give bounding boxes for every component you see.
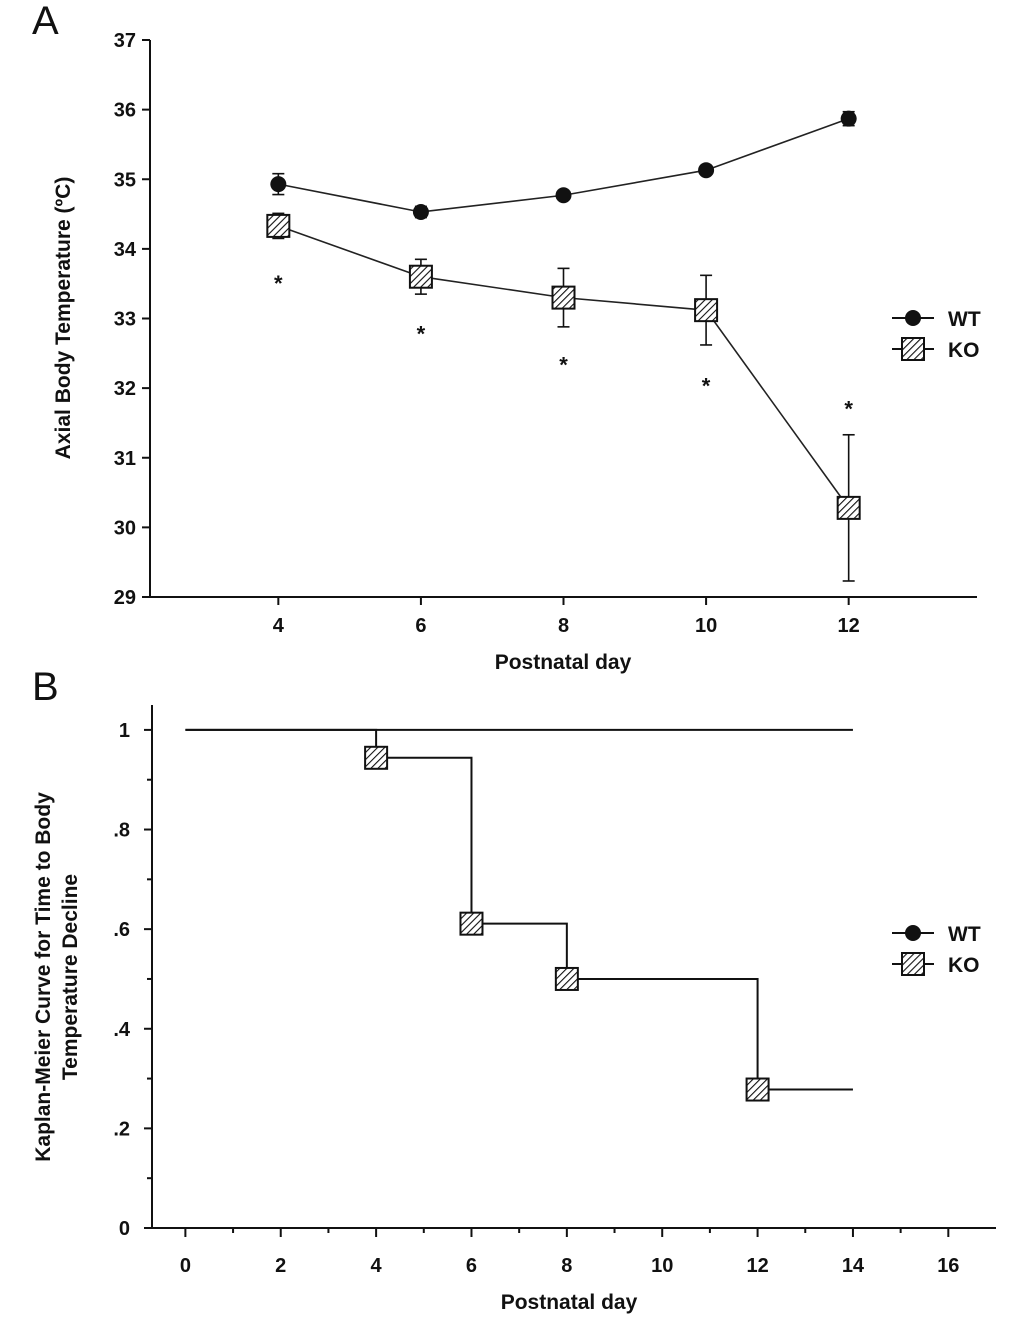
panel-a-y-tick-label: 34 (114, 239, 137, 261)
panel-b: B 0 .2 .4 .6 .8 1 0 2 4 6 8 10 12 14 16 Kaplan-Meier … (32, 665, 996, 1314)
panel-a-y-axis-title: Axial Body Temperature (ºC) (52, 177, 75, 460)
panel-b-legend-ko-label: KO (948, 954, 980, 977)
panel-a-legend: WT KO (892, 308, 981, 362)
panel-a-y-tick-label: 36 (114, 100, 136, 122)
panel-b-y-tick-label: 0 (119, 1218, 130, 1240)
panel-a-point-wt (412, 203, 429, 220)
panel-b-x-tick-label: 16 (937, 1255, 959, 1277)
panel-b-x-tick-label: 8 (561, 1255, 572, 1277)
panel-a-point-wt (698, 162, 715, 179)
panel-a-y-tick-label: 35 (114, 169, 136, 191)
panel-a-y-tick-label: 37 (114, 30, 136, 52)
panel-label-a: A (32, 0, 59, 43)
panel-b-x-tick-label: 10 (651, 1255, 673, 1277)
panel-a-point-ko (408, 264, 433, 289)
panel-a-point-ko (836, 495, 861, 520)
panel-a-point-ko (266, 213, 291, 238)
panel-a: A 29 30 31 32 33 34 35 36 37 4 6 8 10 12 Axial Body … (32, 0, 981, 674)
panel-b-y-tick-label: .4 (113, 1019, 131, 1041)
significance-star: * (702, 374, 711, 399)
panel-b-y-tick-label: 1 (119, 720, 130, 742)
panel-a-y-tick-label: 30 (114, 517, 136, 539)
panel-b-legend-wt-label: WT (948, 923, 981, 946)
panel-b-point-ko (364, 745, 389, 770)
panel-label-b: B (32, 665, 59, 709)
panel-b-x-ticks: 0 2 4 6 8 10 12 14 16 (180, 1228, 959, 1277)
panel-b-legend: WT KO (892, 923, 981, 977)
panel-a-x-tick-label: 12 (838, 615, 860, 637)
panel-b-y-tick-label: .2 (113, 1118, 130, 1140)
panel-a-y-tick-label: 31 (114, 448, 136, 470)
panel-b-plot-area (185, 728, 853, 1102)
panel-a-y-tick-label: 29 (114, 587, 136, 609)
panel-b-y-axis-title-line1: Kaplan-Meier Curve for Time to Body (32, 792, 55, 1162)
panel-a-x-tick-label: 4 (273, 615, 285, 637)
panel-a-x-tick-label: 8 (558, 615, 569, 637)
panel-b-y-ticks: 0 .2 .4 .6 .8 1 (113, 720, 152, 1240)
panel-a-legend-ko-marker (901, 337, 925, 361)
panel-b-x-tick-label: 12 (746, 1255, 768, 1277)
panel-b-point-ko (745, 1077, 770, 1102)
panel-a-point-wt (270, 176, 287, 193)
significance-star: * (417, 321, 426, 346)
significance-star: * (274, 271, 283, 296)
panel-b-y-axis-title-line2: Temperature Decline (59, 874, 82, 1080)
panel-b-x-axis-title: Postnatal day (501, 1291, 638, 1314)
panel-b-point-ko (554, 966, 579, 991)
panel-b-x-tick-label: 14 (842, 1255, 865, 1277)
panel-b-legend-wt-marker (905, 925, 921, 941)
panel-a-point-wt (555, 187, 572, 204)
significance-star: * (844, 397, 853, 422)
panel-a-y-ticks: 29 30 31 32 33 34 35 36 37 (114, 30, 150, 609)
panel-b-x-tick-label: 2 (275, 1255, 286, 1277)
panel-a-y-tick-label: 32 (114, 378, 136, 400)
significance-star: * (559, 353, 568, 378)
panel-b-x-tick-label: 6 (466, 1255, 477, 1277)
panel-a-plot-area: * * * * * (266, 110, 861, 582)
panel-a-y-tick-label: 33 (114, 309, 136, 331)
panel-a-legend-wt-label: WT (948, 308, 981, 331)
panel-a-point-ko (694, 298, 719, 323)
panel-b-series-ko-step-line (185, 728, 853, 1091)
panel-a-x-tick-label: 10 (695, 615, 717, 637)
panel-b-x-tick-label: 0 (180, 1255, 191, 1277)
panel-b-y-tick-label: .6 (113, 919, 130, 941)
panel-b-y-tick-label: .8 (113, 820, 130, 842)
panel-a-legend-wt-marker (905, 310, 921, 326)
panel-a-x-axis-title: Postnatal day (495, 651, 632, 674)
panel-b-x-tick-label: 4 (371, 1255, 383, 1277)
panel-a-legend-ko-label: KO (948, 339, 980, 362)
panel-b-point-ko (459, 911, 484, 936)
panel-b-legend-ko-marker (901, 952, 925, 976)
panel-a-point-ko (551, 285, 576, 310)
panel-a-x-tick-label: 6 (415, 615, 426, 637)
panel-a-x-ticks: 4 6 8 10 12 (273, 597, 860, 637)
panel-a-point-wt (840, 110, 857, 127)
